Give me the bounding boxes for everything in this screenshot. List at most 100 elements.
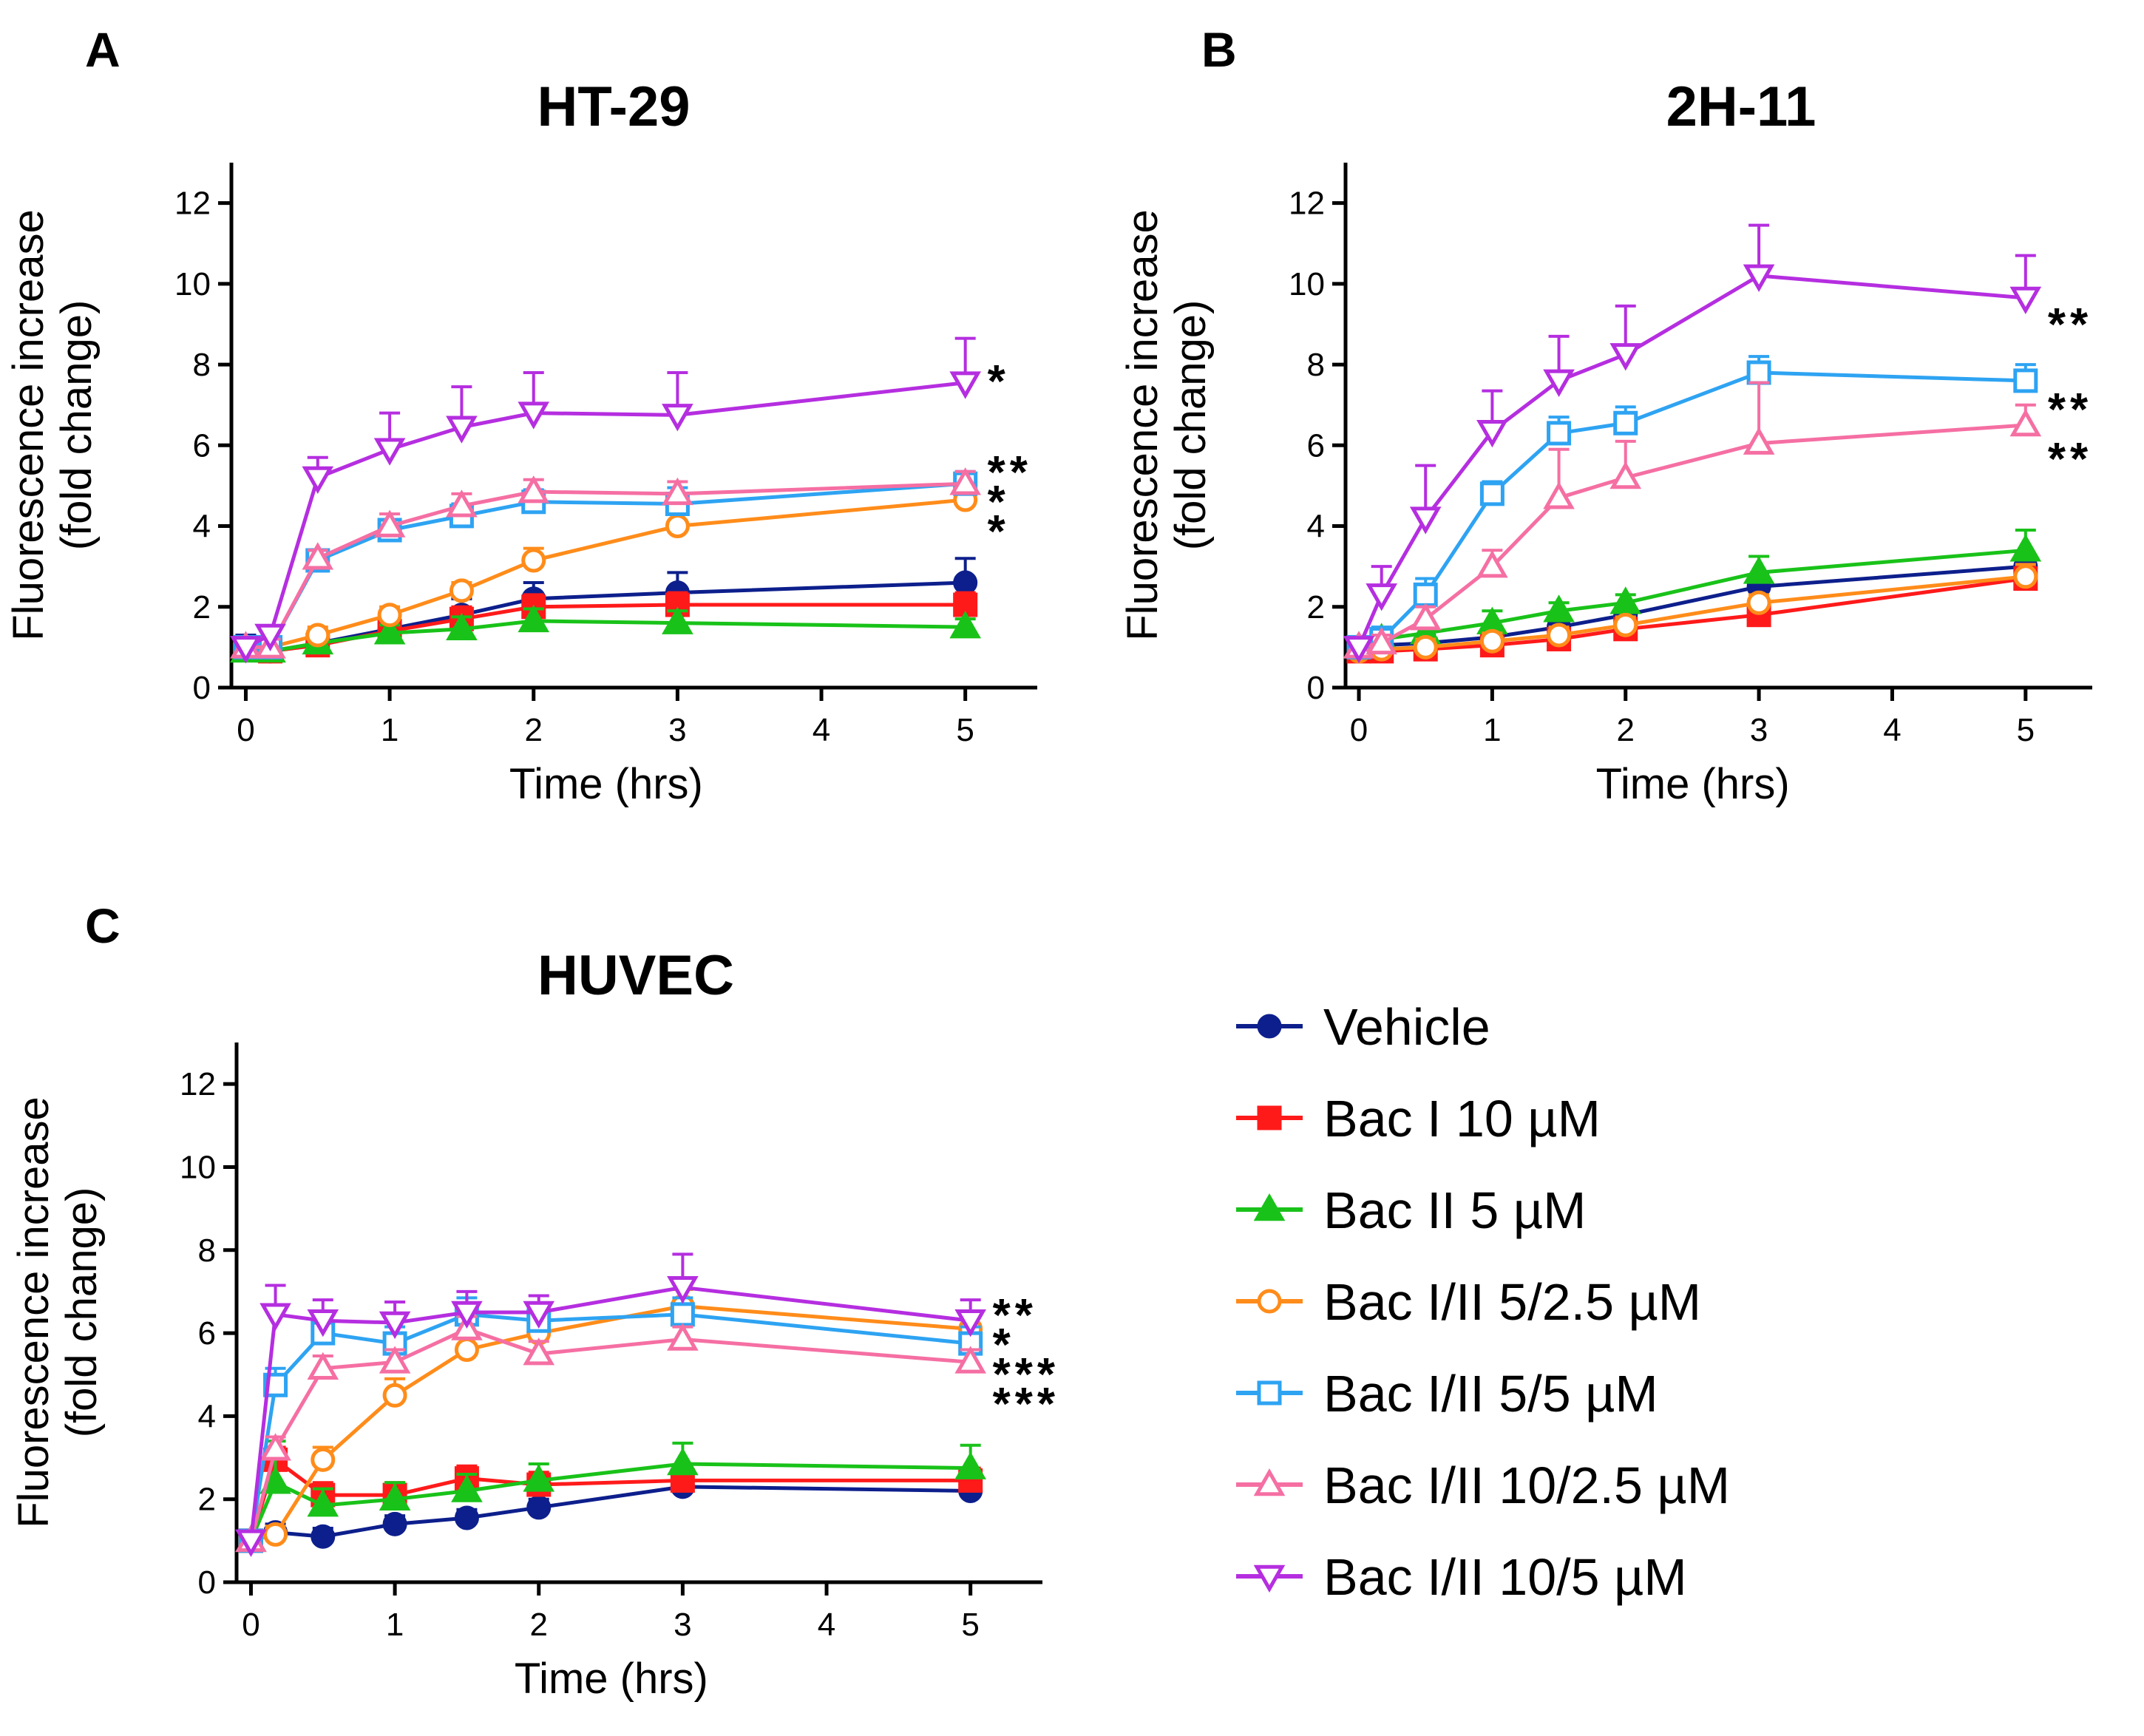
x-axis-label: Time (hrs) [509, 760, 703, 808]
y-tick-label: 6 [198, 1315, 216, 1352]
data-point [2009, 286, 2042, 315]
y-tick-label: 12 [1289, 186, 1325, 222]
data-point [1547, 623, 1572, 648]
series-vehicle [1346, 552, 2038, 660]
data-point [454, 1505, 479, 1530]
x-tick-label: 0 [242, 1607, 259, 1643]
series-line [1357, 274, 2026, 648]
y-tick-label: 8 [193, 347, 211, 383]
data-point [307, 1352, 339, 1380]
series-bac-i-10-um [238, 1445, 983, 1553]
x-axis-label: Time (hrs) [515, 1655, 708, 1703]
data-point [523, 1464, 555, 1492]
series-line [1358, 423, 2026, 649]
data-point [382, 1511, 407, 1536]
x-tick-label: 3 [668, 712, 686, 748]
data-point [2009, 408, 2042, 437]
legend-item-bac-i-ii-5-2-5-um: Bac I/II 5/2.5 µM [1236, 1273, 1701, 1331]
data-point [377, 603, 402, 628]
x-tick-label: 4 [818, 1607, 835, 1643]
y-tick-label: 4 [1307, 509, 1325, 545]
y-tick-label: 0 [198, 1564, 216, 1601]
series-vehicle [238, 1474, 983, 1553]
data-point [1547, 421, 1572, 446]
data-point [379, 1346, 411, 1374]
data-point [1613, 410, 1638, 435]
data-point [1543, 481, 1575, 509]
x-tick-label: 5 [961, 1607, 979, 1643]
legend-label: Bac I/II 10/5 µM [1323, 1548, 1687, 1606]
y-axis-label-line1: Fluorescence increase [1119, 209, 1167, 641]
data-point [1413, 582, 1438, 607]
data-point [446, 489, 478, 518]
y-tick-label: 2 [1307, 589, 1325, 625]
data-point [954, 1346, 986, 1374]
y-tick-label: 2 [193, 589, 211, 625]
data-point [259, 1433, 291, 1461]
data-point [379, 1482, 411, 1510]
data-point [1413, 634, 1438, 660]
significance-marker: * [988, 477, 1010, 528]
data-point [451, 1474, 483, 1502]
y-tick-label: 10 [180, 1149, 216, 1185]
series-line [249, 1326, 971, 1542]
series-line [1358, 370, 2026, 649]
x-tick-label: 5 [2017, 712, 2035, 748]
chart-title: HT-29 [537, 75, 691, 138]
significance-marker: ** [993, 1290, 1037, 1341]
data-point [305, 623, 330, 648]
legend-item-bac-i-10-um: Bac I 10 µM [1236, 1090, 1601, 1147]
legend-label: Bac II 5 µM [1323, 1181, 1586, 1239]
legend-marker [1257, 1289, 1282, 1314]
y-tick-label: 6 [193, 427, 211, 464]
y-tick-label: 0 [193, 670, 211, 706]
significance-marker: ** [2048, 434, 2092, 485]
series-vehicle [233, 557, 978, 664]
legend-item-bac-i-ii-10-5-um: Bac I/II 10/5 µM [1236, 1548, 1687, 1606]
panel-letter: B [1201, 22, 1237, 77]
series-bac-i-ii-10-5-um [1343, 223, 2042, 664]
legend-label: Bac I 10 µM [1323, 1090, 1601, 1147]
data-point [379, 1311, 411, 1340]
y-axis-label-line1: Fluorescence increase [4, 209, 52, 641]
data-point [1476, 550, 1508, 578]
data-point [949, 371, 981, 399]
series-bac-ii-5-um [230, 604, 981, 663]
data-point [451, 1301, 483, 1329]
series-line [245, 580, 966, 654]
series-line [245, 603, 966, 654]
legend-item-bac-i-ii-5-5-um: Bac I/II 5/5 µM [1236, 1365, 1658, 1423]
legend-marker [1253, 1193, 1286, 1221]
chart-title: HUVEC [537, 944, 734, 1007]
data-point [382, 1383, 407, 1408]
data-point [521, 548, 546, 573]
data-point [373, 509, 406, 538]
x-tick-label: 1 [381, 712, 398, 748]
series-bac-i-ii-10-5-um [235, 1252, 986, 1557]
series-line [1358, 548, 2026, 649]
data-point [1746, 590, 1771, 615]
y-tick-label: 2 [198, 1482, 216, 1518]
data-point [949, 467, 981, 495]
significance-marker: ** [2048, 384, 2092, 435]
data-point [2009, 534, 2042, 562]
data-point [954, 1309, 986, 1337]
panel-letter: A [85, 22, 121, 77]
data-point [446, 612, 478, 641]
data-point [2013, 564, 2038, 589]
significance-marker: ** [2048, 299, 2092, 350]
chart-title: 2H-11 [1666, 75, 1816, 138]
x-tick-label: 1 [1483, 712, 1501, 748]
legend-marker [1257, 1014, 1282, 1039]
significance-marker: *** [993, 1379, 1059, 1430]
y-tick-label: 0 [1307, 670, 1325, 706]
data-point [235, 1529, 267, 1557]
series-bac-i-ii-5-2-5-um [233, 486, 978, 660]
data-point [1479, 628, 1504, 654]
legend-marker [1253, 1468, 1286, 1496]
data-point [1543, 594, 1575, 623]
data-point [667, 1276, 699, 1304]
